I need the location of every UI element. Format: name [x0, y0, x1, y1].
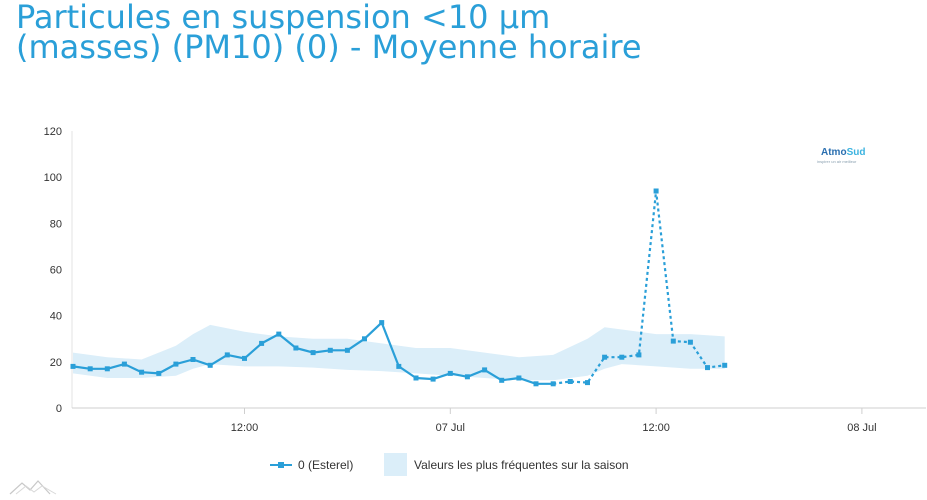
- x-tick-label: 07 Jul: [436, 422, 465, 434]
- data-point: [567, 379, 573, 384]
- data-point: [430, 376, 436, 382]
- legend-item-esterel[interactable]: 0 (Esterel): [270, 458, 353, 472]
- data-point: [344, 347, 350, 353]
- data-point: [327, 347, 333, 353]
- data-point: [499, 377, 505, 383]
- data-point: [242, 355, 247, 361]
- legend-marker-swatch: [278, 462, 284, 468]
- data-point: [121, 361, 127, 367]
- legend-item-seasonal-range[interactable]: Valeurs les plus fréquentes sur la saiso…: [384, 453, 629, 476]
- series-esterel: [70, 188, 728, 387]
- x-tick-label: 12:00: [231, 422, 259, 434]
- y-tick-label: 60: [50, 265, 62, 277]
- svg-text:AtmoSud: AtmoSud: [821, 147, 865, 158]
- data-point: [104, 366, 110, 372]
- mountain-logo-icon: [9, 480, 57, 495]
- y-tick-labels: 0 20 40 60 80 100 120: [44, 126, 62, 415]
- data-point: [722, 362, 728, 368]
- data-point: [139, 369, 145, 375]
- data-point: [156, 370, 162, 376]
- data-point: [585, 380, 590, 386]
- logo-brand-b: Sud: [847, 147, 866, 158]
- data-point: [670, 338, 676, 344]
- data-point: [293, 345, 299, 351]
- data-point: [482, 367, 488, 373]
- seasonal-range-band: [73, 324, 725, 381]
- logo-brand-a: Atmo: [821, 147, 847, 158]
- data-point: [516, 375, 522, 381]
- data-point: [619, 354, 625, 360]
- data-point: [276, 331, 282, 337]
- y-tick-label: 100: [44, 172, 62, 184]
- data-point: [87, 366, 93, 372]
- data-point: [70, 363, 76, 369]
- data-point: [396, 363, 402, 369]
- y-tick-label: 0: [56, 403, 62, 415]
- atmosud-logo: AtmoSud inspirer un air meilleur: [817, 147, 865, 164]
- y-tick-label: 120: [44, 126, 62, 138]
- chart-title-line-1: Particules en suspension <10 µm: [16, 0, 551, 36]
- data-point: [447, 370, 453, 376]
- data-point: [259, 340, 265, 346]
- legend: 0 (Esterel) Valeurs les plus fréquentes …: [270, 453, 629, 476]
- data-point: [705, 365, 710, 371]
- data-point: [533, 381, 539, 387]
- data-point: [687, 339, 693, 345]
- axes: [71, 131, 926, 414]
- data-point: [636, 352, 642, 358]
- data-point: [224, 352, 230, 358]
- y-tick-label: 40: [50, 311, 62, 323]
- data-point: [190, 357, 196, 362]
- data-point: [653, 188, 659, 194]
- data-point: [362, 336, 367, 342]
- data-point: [379, 320, 385, 326]
- y-tick-label: 80: [50, 218, 62, 230]
- seasonal-band-area: [73, 324, 725, 381]
- data-point: [173, 361, 179, 367]
- x-tick-label: 08 Jul: [847, 422, 876, 434]
- y-tick-label: 20: [50, 357, 62, 369]
- chart-title-line-2: (masses) (PM10) (0) - Moyenne horaire: [16, 28, 642, 66]
- chart-title: Particules en suspension <10 µm (masses)…: [16, 0, 896, 66]
- data-point: [602, 354, 608, 360]
- data-point: [310, 350, 316, 356]
- legend-band-swatch: [384, 453, 407, 476]
- x-tick-labels: 12:00 07 Jul 12:00 08 Jul: [231, 422, 877, 434]
- data-point: [550, 381, 556, 387]
- logo-tagline: inspirer un air meilleur: [817, 159, 857, 164]
- data-point: [207, 362, 213, 368]
- legend-label-seasonal-range: Valeurs les plus fréquentes sur la saiso…: [414, 458, 629, 472]
- x-tick-label: 12:00: [642, 422, 670, 434]
- data-point: [413, 375, 419, 381]
- data-point: [464, 374, 470, 380]
- legend-label-esterel: 0 (Esterel): [298, 458, 353, 472]
